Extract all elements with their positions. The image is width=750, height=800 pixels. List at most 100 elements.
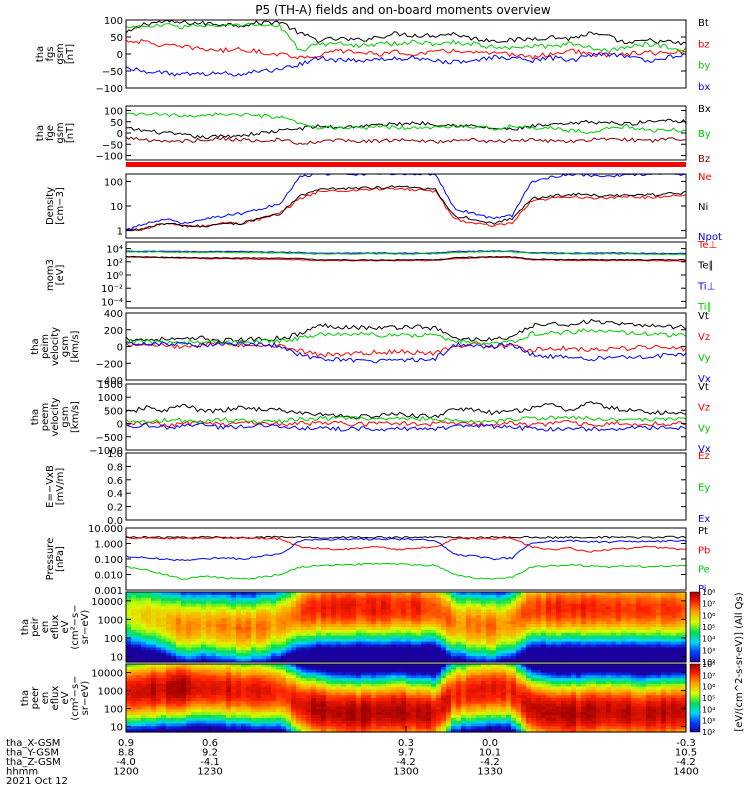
spectrogram-cell	[276, 659, 282, 663]
spectrogram-cell	[146, 647, 152, 651]
spectrogram-cell	[306, 669, 312, 674]
spectrogram-cell	[266, 650, 272, 654]
spectrogram-cell	[531, 692, 537, 696]
spectrogram-cell	[661, 627, 667, 631]
spectrogram-cell	[441, 624, 447, 628]
spectrogram-cell	[621, 606, 627, 611]
spectrogram-cell	[366, 715, 372, 719]
spectrogram-cell	[656, 594, 662, 599]
spectrogram-cell	[516, 606, 522, 611]
spectrogram-cell	[331, 695, 337, 699]
spectrogram-cell	[236, 656, 242, 660]
spectrogram-cell	[226, 666, 232, 671]
spectrogram-cell	[341, 715, 347, 719]
spectrogram-cell	[211, 664, 217, 668]
spectrogram-cell	[601, 656, 607, 660]
spectrogram-cell	[391, 592, 397, 596]
spectrogram-cell	[441, 678, 447, 682]
spectrogram-cell	[426, 592, 432, 596]
spectrogram-cell	[291, 709, 297, 713]
spectrogram-cell	[661, 632, 667, 637]
spectrogram-cell	[441, 656, 447, 660]
y-tick-label: 500	[104, 406, 123, 417]
spectrogram-cell	[281, 644, 287, 649]
spectrogram-cell	[176, 723, 182, 727]
spectrogram-cell	[391, 695, 397, 699]
spectrogram-cell	[521, 609, 527, 614]
spectrogram-cell	[321, 683, 327, 688]
spectrogram-cell	[256, 672, 262, 676]
spectrogram-cell	[496, 656, 502, 660]
spectrogram-cell	[271, 715, 277, 719]
spectrogram-cell	[436, 712, 442, 716]
spectrogram-cell	[421, 681, 427, 685]
spectrogram-cell	[186, 600, 192, 605]
spectrogram-cell	[246, 723, 252, 727]
spectrogram-cell	[421, 715, 427, 719]
spectrogram-cell	[526, 612, 532, 616]
spectrogram-cell	[416, 706, 422, 710]
spectrogram-cell	[256, 650, 262, 654]
spectrogram-cell	[406, 597, 412, 602]
spectrogram-cell	[636, 644, 642, 649]
spectrogram-cell	[196, 597, 202, 602]
spectrogram-cell	[441, 703, 447, 708]
spectrogram-cell	[401, 681, 407, 685]
spectrogram-cell	[241, 700, 247, 705]
spectrogram-cell	[606, 644, 612, 649]
spectrogram-cell	[506, 592, 512, 596]
spectrogram-cell	[401, 627, 407, 631]
spectrogram-cell	[236, 703, 242, 708]
spectrogram-cell	[251, 700, 257, 705]
spectrogram-cell	[176, 672, 182, 676]
spectrogram-cell	[441, 723, 447, 727]
spectrogram-cell	[261, 706, 267, 710]
spectrogram-cell	[151, 618, 157, 622]
spectrogram-cell	[301, 669, 307, 674]
spectrogram-cell	[151, 592, 157, 596]
spectrogram-cell	[391, 635, 397, 640]
spectrogram-cell	[556, 621, 562, 625]
spectrogram-cell	[416, 656, 422, 660]
spectrogram-cell	[416, 669, 422, 674]
spectrogram-cell	[151, 594, 157, 599]
spectrogram-cell	[271, 592, 277, 596]
spectrogram-cell	[346, 624, 352, 628]
spectrogram-cell	[276, 641, 282, 646]
spectrogram-cell	[541, 683, 547, 688]
spectrogram-cell	[216, 672, 222, 676]
spectrogram-cell	[226, 675, 232, 679]
spectrogram-cell	[301, 686, 307, 691]
spectrogram-cell	[331, 681, 337, 685]
spectrogram-cell	[331, 726, 337, 730]
spectrogram-cell	[626, 653, 632, 657]
spectrogram-cell	[166, 606, 172, 611]
spectrogram-cell	[531, 659, 537, 663]
spectrogram-cell	[141, 638, 147, 643]
spectrogram-cell	[451, 629, 457, 634]
spectrogram-cell	[551, 695, 557, 699]
spectrogram-cell	[226, 629, 232, 634]
spectrogram-cell	[366, 672, 372, 676]
spectrogram-cell	[571, 624, 577, 628]
spectrogram-cell	[356, 594, 362, 599]
spectrogram-cell	[506, 594, 512, 599]
spectrogram-cell	[191, 641, 197, 646]
spectrogram-cell	[541, 723, 547, 727]
spectrogram-cell	[131, 597, 137, 602]
spectrogram-cell	[396, 659, 402, 663]
spectrogram-cell	[561, 624, 567, 628]
spectrogram-cell	[306, 695, 312, 699]
spectrogram-cell	[581, 597, 587, 602]
spectrogram-cell	[181, 603, 187, 608]
spectrogram-cell	[571, 621, 577, 625]
spectrogram-cell	[391, 720, 397, 725]
spectrogram-cell	[521, 681, 527, 685]
spectrogram-cell	[141, 698, 147, 702]
spectrogram-cell	[361, 621, 367, 625]
spectrogram-cell	[436, 615, 442, 619]
spectrogram-cell	[196, 656, 202, 660]
spectrogram-cell	[486, 678, 492, 682]
spectrogram-cell	[431, 672, 437, 676]
spectrogram-cell	[536, 594, 542, 599]
